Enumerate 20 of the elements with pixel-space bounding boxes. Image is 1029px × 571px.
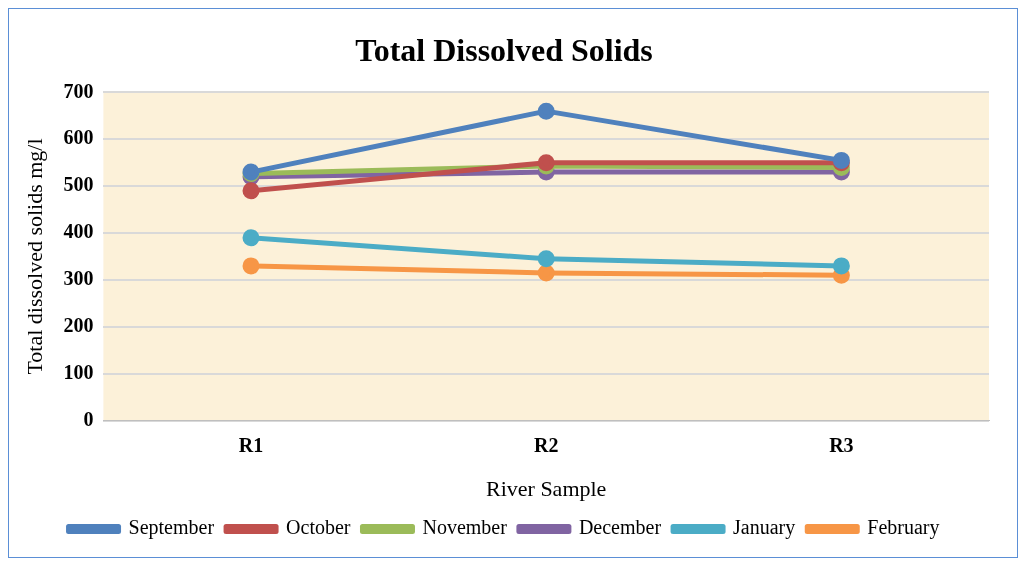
x-tick-label: R2 (533, 433, 559, 456)
y-tick-label: 700 (63, 79, 94, 102)
legend-label: December (578, 516, 662, 539)
y-tick-label: 200 (63, 314, 94, 336)
legend-label: September (128, 516, 215, 540)
y-axis-title: Total dissolved solids mg/l (21, 138, 47, 375)
legend-label: January (733, 516, 796, 540)
y-tick-label: 400 (63, 220, 94, 243)
legend-label: February (867, 516, 940, 540)
chart-title: Total Dissolved Solids (355, 32, 653, 69)
y-tick-label: 300 (63, 267, 94, 290)
y-tick-label: 600 (63, 126, 94, 149)
legend-label: October (286, 516, 351, 539)
x-tick-label: R1 (238, 433, 264, 456)
x-tick-label: R3 (829, 433, 854, 456)
y-tick-label: 500 (63, 173, 94, 196)
y-tick-label: 100 (63, 360, 94, 383)
legend-label: November (422, 516, 508, 539)
x-axis-title: River Sample (486, 475, 607, 501)
y-tick-label: 0 (83, 407, 94, 430)
